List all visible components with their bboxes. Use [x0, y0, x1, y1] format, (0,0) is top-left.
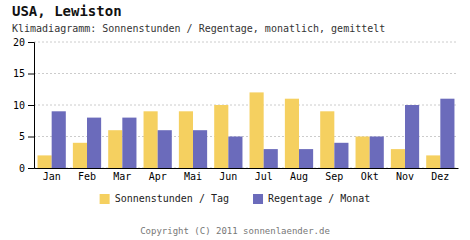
- series: [38, 92, 441, 168]
- bar: [158, 130, 172, 168]
- grid-line: [34, 105, 458, 106]
- legend-item: Regentage / Monat: [253, 193, 370, 204]
- bar: [334, 143, 348, 168]
- bar: [52, 111, 66, 168]
- bar: [122, 118, 136, 168]
- bar: [108, 130, 122, 168]
- y-tick: 0: [19, 163, 34, 174]
- y-tick: 10: [13, 100, 34, 111]
- x-tick: Mar: [113, 171, 131, 182]
- bar: [405, 105, 419, 168]
- y-tick-label: 20: [13, 37, 25, 48]
- y-tick-mark: [28, 74, 34, 75]
- bar: [228, 137, 242, 169]
- x-tick-label: Apr: [149, 171, 167, 182]
- bar: [391, 149, 405, 168]
- x-tick: Feb: [78, 171, 96, 182]
- y-tick: 15: [13, 68, 34, 79]
- x-tick-label: Mai: [184, 171, 202, 182]
- bar: [264, 149, 278, 168]
- bar: [440, 99, 454, 168]
- bar: [299, 149, 313, 168]
- x-tick: Dez: [431, 171, 449, 182]
- chart-svg: USA, Lewiston Klimadiagramm: Sonnenstunde…: [0, 0, 470, 240]
- bars: [38, 92, 455, 168]
- y-tick-mark: [28, 168, 34, 169]
- x-tick-label: Mar: [113, 171, 131, 182]
- bar: [38, 155, 52, 168]
- y-tick-label: 10: [13, 100, 25, 111]
- x-tick-label: Nov: [396, 171, 414, 182]
- legend: Sonnenstunden / Tag Regentage / Monat: [100, 193, 371, 204]
- y-tick-mark: [28, 105, 34, 106]
- x-tick-label: Aug: [290, 171, 308, 182]
- x-tick: Aug: [290, 171, 308, 182]
- x-tick-label: Jun: [219, 171, 237, 182]
- x-tick: Sep: [325, 171, 343, 182]
- x-tick: Mai: [184, 171, 202, 182]
- x-tick: Jul: [255, 171, 273, 182]
- y-tick-label: 15: [13, 68, 25, 79]
- title: USA, Lewiston: [12, 3, 122, 19]
- grid: [34, 42, 458, 168]
- bar: [356, 137, 370, 169]
- bar: [87, 118, 101, 168]
- y-axis: 0 5 10 15 20: [13, 37, 35, 174]
- x-tick-label: Dez: [431, 171, 449, 182]
- subtitle: Klimadiagramm: Sonnenstunden / Regentage…: [12, 23, 385, 34]
- bar: [320, 111, 334, 168]
- legend-label: Regentage / Monat: [268, 193, 370, 204]
- bar: [250, 92, 264, 168]
- y-tick-label: 5: [19, 131, 25, 142]
- legend-swatch: [253, 194, 263, 204]
- bar: [144, 111, 158, 168]
- grid-line: [34, 42, 458, 43]
- y-tick-mark: [28, 137, 34, 138]
- y-tick: 20: [13, 37, 34, 48]
- x-tick: Apr: [149, 171, 167, 182]
- bar: [426, 155, 440, 168]
- bar: [285, 99, 299, 168]
- legend-swatch: [100, 194, 110, 204]
- y-tick: 5: [19, 131, 34, 142]
- bar: [73, 143, 87, 168]
- x-tick: Jan: [43, 171, 61, 182]
- plot: 0 5 10 15 20 Jan Feb Mar Apr Mai Jun Jul Aug Sep Okt No…: [13, 37, 459, 182]
- x-tick-label: Jan: [43, 171, 61, 182]
- x-tick-label: Sep: [325, 171, 343, 182]
- legend-label: Sonnenstunden / Tag: [115, 193, 229, 204]
- y-axis-line: [28, 43, 35, 169]
- legend-item: Sonnenstunden / Tag: [100, 193, 229, 204]
- footer-annotation: Copyright (C) 2011 sonnenlaender.de: [140, 226, 330, 236]
- x-tick: Okt: [361, 171, 379, 182]
- series: [52, 99, 455, 168]
- x-tick: Jun: [219, 171, 237, 182]
- bar: [179, 111, 193, 168]
- bar: [214, 105, 228, 168]
- bar: [370, 137, 384, 169]
- x-tick: Nov: [396, 171, 414, 182]
- x-axis-line: [35, 168, 459, 169]
- x-tick-label: Feb: [78, 171, 96, 182]
- x-tick-label: Okt: [361, 171, 379, 182]
- y-tick-mark: [28, 42, 34, 43]
- bar: [193, 130, 207, 168]
- x-axis: Jan Feb Mar Apr Mai Jun Jul Aug Sep Okt Nov Dez: [35, 169, 459, 183]
- grid-line: [34, 73, 458, 74]
- x-tick-label: Jul: [255, 171, 273, 182]
- y-tick-label: 0: [19, 163, 25, 174]
